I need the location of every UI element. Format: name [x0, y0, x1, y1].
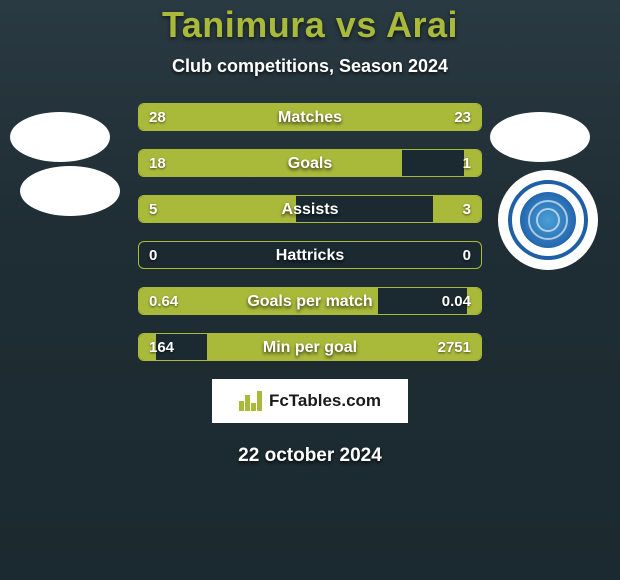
stat-row-matches: 28 Matches 23 [138, 103, 482, 131]
stat-value-left: 164 [149, 334, 174, 361]
stat-label: Assists [282, 196, 339, 223]
stat-value-left: 0.64 [149, 288, 178, 315]
player-badge-left-2 [20, 166, 120, 216]
icon-bar [239, 401, 244, 411]
stat-fill-right [433, 196, 481, 222]
stat-label: Goals per match [247, 288, 372, 315]
stat-row-goals: 18 Goals 1 [138, 149, 482, 177]
brand-badge: FcTables.com [212, 379, 408, 423]
club-crest-inner [520, 192, 576, 248]
club-crest [508, 180, 588, 260]
icon-bar [257, 391, 262, 411]
stat-fill-left [139, 150, 402, 176]
stat-label: Min per goal [263, 334, 357, 361]
stat-value-left: 28 [149, 104, 166, 131]
stat-value-right: 0.04 [442, 288, 471, 315]
stat-fill-left [139, 196, 296, 222]
page-subtitle: Club competitions, Season 2024 [0, 56, 620, 77]
stat-value-right: 23 [454, 104, 471, 131]
stat-label: Matches [278, 104, 342, 131]
bar-chart-icon [239, 391, 263, 411]
icon-bar [245, 395, 250, 411]
club-crest-badge [498, 170, 598, 270]
page-title: Tanimura vs Arai [0, 4, 620, 46]
player-badge-right-1 [490, 112, 590, 162]
stat-value-left: 5 [149, 196, 157, 223]
stat-value-left: 18 [149, 150, 166, 177]
stat-label: Hattricks [276, 242, 344, 269]
stat-value-right: 3 [463, 196, 471, 223]
stat-value-right: 1 [463, 150, 471, 177]
brand-text: FcTables.com [269, 391, 381, 411]
stat-value-right: 0 [463, 242, 471, 269]
date-label: 22 october 2024 [0, 445, 620, 467]
stat-row-min-per-goal: 164 Min per goal 2751 [138, 333, 482, 361]
stat-value-right: 2751 [438, 334, 471, 361]
icon-bar [251, 403, 256, 411]
stat-value-left: 0 [149, 242, 157, 269]
player-badge-left-1 [10, 112, 110, 162]
stat-row-hattricks: 0 Hattricks 0 [138, 241, 482, 269]
stat-label: Goals [288, 150, 332, 177]
stat-row-goals-per-match: 0.64 Goals per match 0.04 [138, 287, 482, 315]
stat-row-assists: 5 Assists 3 [138, 195, 482, 223]
